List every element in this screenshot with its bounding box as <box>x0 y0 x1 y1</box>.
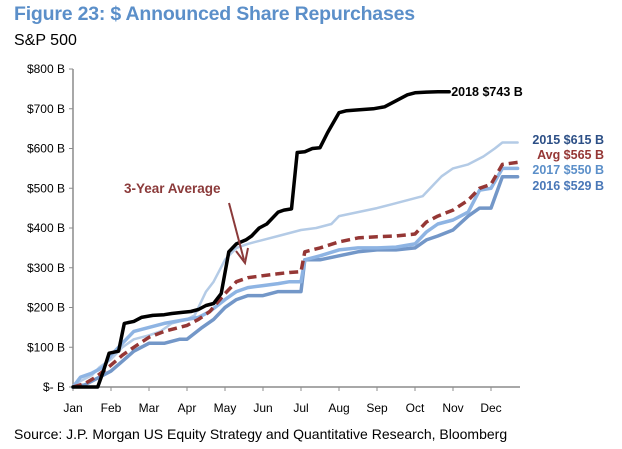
x-tick-label: Sep <box>366 401 388 415</box>
y-tick-label: $200 B <box>27 301 65 315</box>
y-tick-label: $700 B <box>27 102 65 116</box>
y-tick-label: $100 B <box>27 340 65 354</box>
end-label-2017: 2017 $550 B <box>532 163 604 177</box>
source-note: Source: J.P. Morgan US Equity Strategy a… <box>14 426 508 442</box>
annotation-arrow-shaft <box>228 202 245 261</box>
x-tick-label: Jun <box>253 401 272 415</box>
annotation-layer: 3-Year Average <box>124 181 249 266</box>
x-tick-label: Nov <box>442 401 463 415</box>
chart-title: Figure 23: $ Announced Share Repurchases <box>14 3 415 25</box>
x-tick-label: Apr <box>178 401 197 415</box>
series-line-2015 <box>71 141 519 389</box>
series-line-avg <box>72 160 518 389</box>
series-line-2018 <box>71 89 451 389</box>
annotation-arrow-head <box>235 247 249 266</box>
chart-subtitle: S&P 500 <box>14 32 77 49</box>
x-tick-label: Aug <box>328 401 349 415</box>
y-tick-label: $600 B <box>27 142 65 156</box>
y-tick-label: $800 B <box>27 62 65 76</box>
y-tick-label: $400 B <box>27 221 65 235</box>
end-label-2015: 2015 $615 B <box>532 133 604 147</box>
x-tick-label: Dec <box>480 401 501 415</box>
x-tick-label: Feb <box>101 401 122 415</box>
y-tick-label: $300 B <box>27 261 65 275</box>
x-tick-label: Oct <box>406 401 425 415</box>
series-line-2017 <box>71 166 520 389</box>
x-tick-label: Mar <box>139 401 160 415</box>
y-tick-label: $500 B <box>27 181 65 195</box>
end-label-avg: Avg $565 B <box>537 148 604 162</box>
x-tick-label: Jan <box>63 401 82 415</box>
annotation-label: 3-Year Average <box>124 181 221 196</box>
series-line-2016 <box>71 174 520 389</box>
end-label-2018: 2018 $743 B <box>451 85 523 99</box>
x-tick-label: May <box>214 401 237 415</box>
end-label-2016: 2016 $529 B <box>532 179 604 193</box>
axes: $- B $100 B $200 B $300 B $400 B $500 B $600 B… <box>27 62 520 415</box>
x-tick-label: Jul <box>293 401 308 415</box>
series-layer <box>71 89 520 389</box>
y-tick-label: $- B <box>43 380 65 394</box>
